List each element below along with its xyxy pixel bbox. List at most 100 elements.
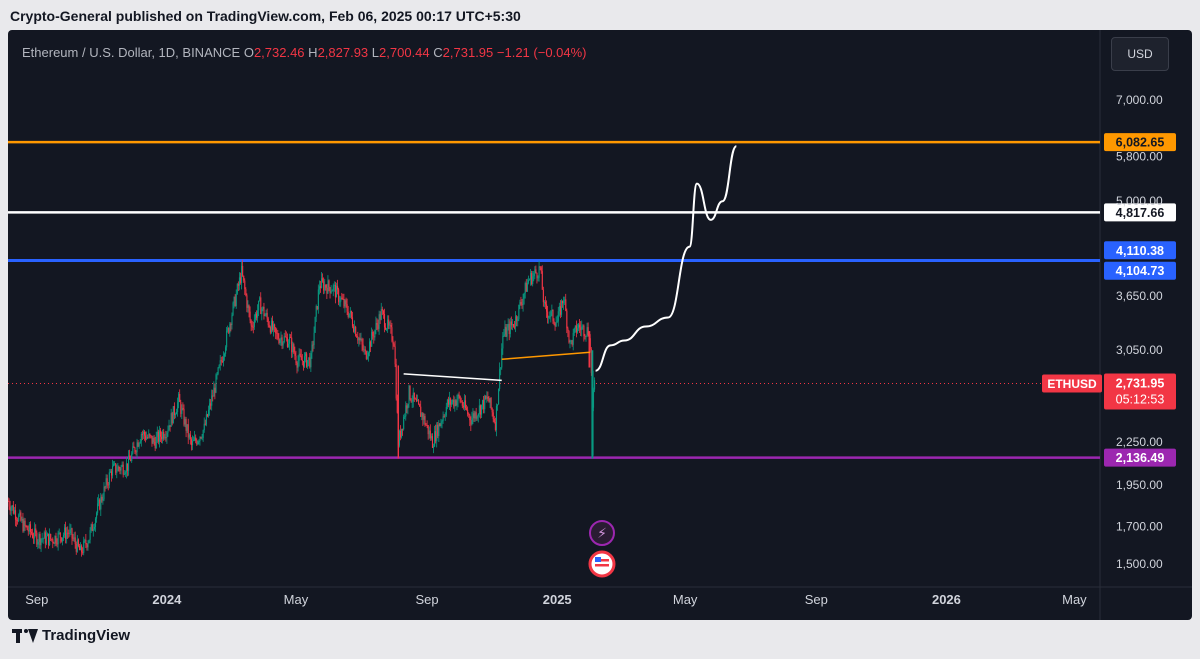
candle-body [541,271,543,290]
candle-body [387,319,389,329]
candle-body [429,430,431,439]
candle-body [407,403,409,409]
candle-body [168,425,170,431]
candle-body [25,525,27,527]
candle-body [477,413,479,417]
candle-body [335,285,338,298]
candle-body [587,327,589,336]
candle-body [420,406,422,417]
candle-body [210,403,212,406]
candle-body [37,541,39,545]
candle-body [298,353,300,361]
candle-body [33,537,35,539]
candle-body [296,362,298,368]
candle-body [53,542,55,544]
candle-body [432,446,435,448]
x-tick-label: 2025 [543,592,572,607]
candle-body [417,400,419,402]
candle-body [99,499,101,510]
candle-body [435,431,437,442]
candle-body [543,302,546,303]
candle-body [405,405,407,417]
price-chart[interactable]: 6,082.65 4,817.66 4,110.38 4,104.73 2,136.49… [8,30,1192,620]
price-level-tag [1104,133,1176,152]
candle-body [196,440,198,445]
candle-body [108,472,110,485]
candle-body [271,320,274,330]
candle-body [75,543,77,552]
candle-body [410,399,412,402]
candle-body [94,518,97,527]
candle-body [377,324,379,329]
candle-body [532,276,534,285]
price-level-label: 6,082.65 [1116,136,1165,150]
candle-body [72,538,74,540]
candle-body [184,418,186,425]
candle-body [328,280,330,288]
y-tick-label: 7,000.00 [1116,93,1163,107]
candle-body [149,433,151,436]
candle-body [241,265,243,283]
trend-line [501,351,591,361]
candle-body [448,398,451,405]
candle-body [366,356,368,359]
candle-body [318,286,320,290]
candle-body [165,437,167,439]
candle-body [105,478,107,487]
candle-body [547,311,549,318]
candle-body [170,413,172,427]
candle-body [96,512,98,519]
candle-body [508,323,510,335]
candle-body [157,431,159,442]
candle-body [103,486,105,500]
candle-body [554,323,556,327]
currency-button[interactable]: USD [1111,37,1169,71]
candle-body [194,437,196,441]
candle-body [575,325,577,333]
candle-body [9,506,11,511]
candle-body [235,293,237,306]
candle-body [324,284,326,291]
candle-body [60,537,62,542]
candle-body [466,408,468,410]
candle-body [267,318,269,326]
candle-body [48,533,50,546]
publish-header: Crypto-General published on TradingView.… [10,8,521,24]
candle-body [234,296,236,306]
candle-body [280,337,282,340]
candle-body [582,325,584,327]
candle-body [159,430,162,437]
candle-body [113,464,115,466]
chart-panel[interactable]: 6,082.65 4,817.66 4,110.38 4,104.73 2,136.49… [8,30,1192,620]
candle-body [257,310,259,318]
y-tick-label: 1,700.00 [1116,519,1163,533]
candle-body [57,532,59,545]
candle-body [470,420,472,425]
candle-body [363,349,365,351]
candle-body [556,321,558,323]
candle-body [501,348,503,368]
candle-body [289,336,291,344]
candle-body [566,310,568,329]
candle-body [185,418,187,431]
candle-body [413,392,415,399]
candle-body [117,466,119,471]
candle-body [293,344,295,353]
candle-body [344,300,346,307]
candle-body [560,300,563,315]
candle-body [283,336,285,343]
price-level-tag [1104,448,1176,467]
candle-body [82,552,84,553]
candle-body [357,337,359,341]
candle-body [270,320,273,333]
flag-stripe [594,564,609,567]
candle-body [158,430,161,442]
candle-body [574,325,576,329]
symbol-legend[interactable]: Ethereum / U.S. Dollar, 1D, BINANCE O2,7… [22,45,587,60]
candle-body [475,412,477,419]
candle-body [571,340,573,345]
candle-body [69,529,71,534]
candle-body [422,413,424,420]
candle-body [421,413,423,417]
candle-body [148,433,150,438]
